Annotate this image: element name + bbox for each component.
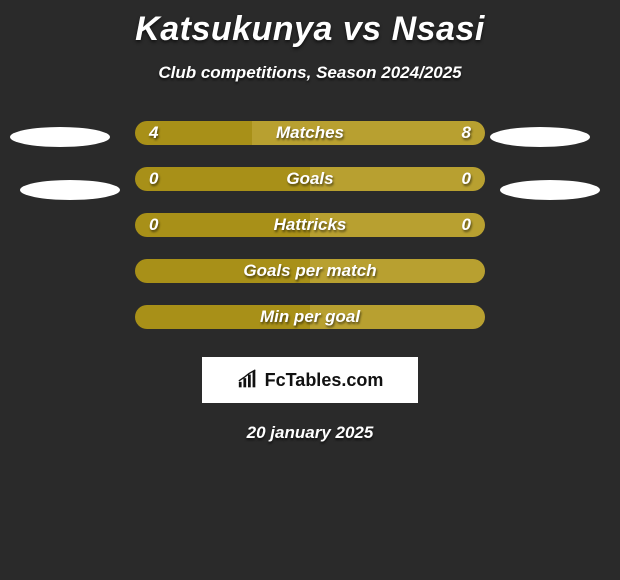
stat-row: Goals per match: [0, 259, 620, 283]
bar-label: Hattricks: [274, 215, 347, 235]
barchart-icon: [237, 369, 259, 391]
bar-track: Hattricks 0 0: [135, 213, 485, 237]
page-title: Katsukunya vs Nsasi: [135, 10, 485, 49]
logo-text: FcTables.com: [265, 370, 384, 391]
subtitle: Club competitions, Season 2024/2025: [158, 63, 461, 83]
bar-track: Matches 4 8: [135, 121, 485, 145]
decorative-ellipse: [20, 180, 120, 200]
stat-row: Min per goal: [0, 305, 620, 329]
bar-right: [310, 167, 485, 191]
bar-track: Goals 0 0: [135, 167, 485, 191]
content: Katsukunya vs Nsasi Club competitions, S…: [0, 0, 620, 580]
value-right: 0: [462, 215, 471, 235]
decorative-ellipse: [490, 127, 590, 147]
value-right: 0: [462, 169, 471, 189]
bar-track: Goals per match: [135, 259, 485, 283]
date-text: 20 january 2025: [247, 423, 374, 443]
decorative-ellipse: [500, 180, 600, 200]
value-left: 4: [149, 123, 158, 143]
value-left: 0: [149, 169, 158, 189]
bar-label: Matches: [276, 123, 344, 143]
bar-label: Goals per match: [243, 261, 376, 281]
value-right: 8: [462, 123, 471, 143]
stat-rows: Matches 4 8 Goals 0 0 Hattricks 0 0 Goals per mat…: [0, 121, 620, 329]
value-left: 0: [149, 215, 158, 235]
decorative-ellipse: [10, 127, 110, 147]
bar-label: Min per goal: [260, 307, 360, 327]
bar-track: Min per goal: [135, 305, 485, 329]
stat-row: Hattricks 0 0: [0, 213, 620, 237]
logo-box: FcTables.com: [202, 357, 418, 403]
bar-left: [135, 167, 310, 191]
bar-label: Goals: [286, 169, 333, 189]
